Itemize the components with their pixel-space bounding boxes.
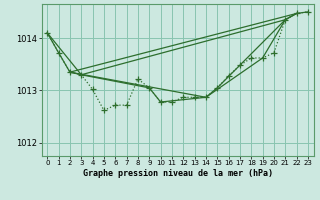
X-axis label: Graphe pression niveau de la mer (hPa): Graphe pression niveau de la mer (hPa): [83, 169, 273, 178]
